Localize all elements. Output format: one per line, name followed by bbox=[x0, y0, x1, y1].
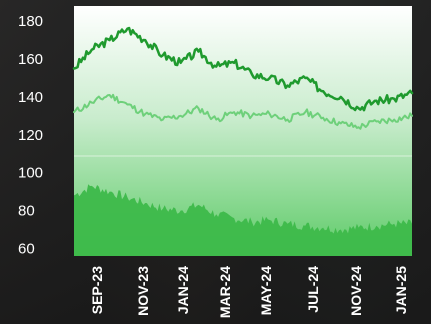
x-tick-label: NOV-24 bbox=[348, 266, 364, 316]
x-tick-label: JAN-25 bbox=[393, 266, 409, 314]
x-tick-label: NOV-23 bbox=[135, 266, 151, 316]
volume-area-layer bbox=[74, 184, 412, 256]
x-tick-label: MAR-24 bbox=[217, 266, 233, 318]
y-tick-label: 120 bbox=[18, 127, 43, 144]
series-1-line bbox=[72, 26, 414, 112]
y-axis-ticks: 180 160 140 120 100 80 60 bbox=[18, 13, 43, 257]
y-tick-label: 160 bbox=[18, 51, 43, 68]
series-3-area bbox=[74, 184, 412, 256]
x-tick-label: JAN-24 bbox=[175, 266, 191, 314]
series-lines-layer bbox=[72, 26, 414, 130]
series-2-line bbox=[73, 93, 413, 130]
y-tick-label: 80 bbox=[18, 203, 35, 220]
y-tick-label: 140 bbox=[18, 89, 43, 106]
y-tick-label: 100 bbox=[18, 165, 43, 182]
x-tick-label: SEP-23 bbox=[89, 266, 105, 314]
y-tick-label: 60 bbox=[18, 240, 35, 257]
x-axis-ticks: SEP-23 NOV-23 JAN-24 MAR-24 MAY-24 JUL-24 NOV-… bbox=[89, 266, 409, 318]
x-tick-label: MAY-24 bbox=[258, 266, 274, 316]
x-tick-label: JUL-24 bbox=[305, 266, 321, 313]
y-tick-label: 180 bbox=[18, 13, 43, 30]
